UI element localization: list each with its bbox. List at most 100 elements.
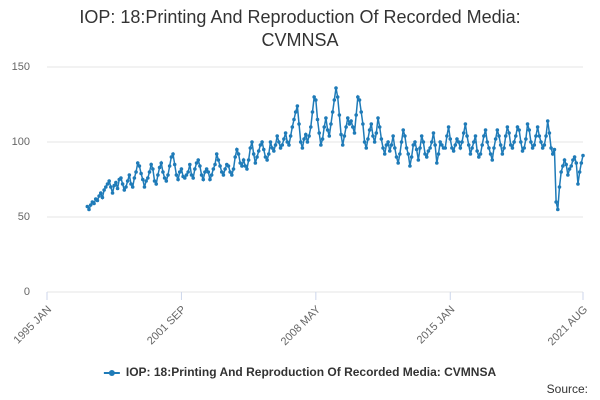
point xyxy=(246,158,251,162)
point xyxy=(566,173,570,177)
point xyxy=(419,134,424,138)
point xyxy=(423,152,427,156)
chart-title: IOP: 18:Printing And Reproduction Of Rec… xyxy=(79,7,521,50)
point xyxy=(577,170,582,174)
point xyxy=(579,161,584,165)
x-tick-label: 2001 SEP xyxy=(145,304,189,348)
point xyxy=(308,125,313,129)
point xyxy=(581,153,585,158)
point xyxy=(191,176,195,180)
point xyxy=(105,182,110,186)
point xyxy=(319,143,323,147)
point xyxy=(540,146,545,150)
point xyxy=(564,162,568,167)
point xyxy=(342,134,347,138)
point xyxy=(406,152,411,156)
point xyxy=(213,162,217,167)
point xyxy=(542,143,547,147)
point xyxy=(122,188,127,192)
point xyxy=(164,179,169,183)
point xyxy=(307,134,311,138)
point xyxy=(367,128,372,132)
point xyxy=(361,122,365,126)
point xyxy=(206,170,211,174)
point xyxy=(292,117,296,122)
point xyxy=(413,140,417,144)
point xyxy=(535,125,540,129)
point xyxy=(345,116,350,120)
point xyxy=(221,173,226,177)
point xyxy=(219,170,224,174)
point xyxy=(329,122,333,126)
point xyxy=(403,134,407,138)
point xyxy=(349,119,353,123)
point xyxy=(188,162,192,167)
point xyxy=(85,204,90,209)
point xyxy=(139,171,143,176)
point xyxy=(179,167,184,171)
point xyxy=(377,125,382,129)
point xyxy=(522,146,526,150)
point xyxy=(230,173,234,177)
point xyxy=(334,86,338,90)
point xyxy=(339,132,343,137)
point xyxy=(253,161,258,165)
point xyxy=(455,137,459,141)
point xyxy=(498,143,503,147)
point xyxy=(228,170,232,174)
point xyxy=(177,170,182,174)
point xyxy=(149,162,153,167)
point xyxy=(266,152,271,156)
point xyxy=(327,134,332,138)
point xyxy=(265,158,269,162)
point xyxy=(435,161,439,165)
point xyxy=(475,149,479,153)
point xyxy=(545,119,550,123)
point xyxy=(409,155,414,159)
point xyxy=(152,179,157,183)
point xyxy=(337,113,342,117)
point xyxy=(211,167,216,171)
point xyxy=(424,155,429,159)
point xyxy=(186,170,190,174)
point xyxy=(238,161,243,165)
point xyxy=(463,122,468,126)
point xyxy=(366,137,370,141)
point xyxy=(233,155,237,159)
point xyxy=(325,128,330,132)
point xyxy=(576,182,580,186)
series-line xyxy=(86,87,584,212)
point xyxy=(431,131,436,135)
point xyxy=(451,149,456,153)
point xyxy=(453,143,458,147)
point xyxy=(112,183,117,188)
point xyxy=(305,140,310,144)
point xyxy=(456,140,461,144)
point xyxy=(261,147,266,152)
point xyxy=(263,155,268,159)
point xyxy=(140,177,145,182)
point xyxy=(416,158,421,162)
point xyxy=(204,167,209,171)
point xyxy=(544,134,548,138)
point xyxy=(320,137,325,141)
point xyxy=(552,147,557,152)
point xyxy=(473,134,478,138)
point xyxy=(495,128,500,132)
point xyxy=(317,131,322,135)
point xyxy=(102,188,106,192)
x-tick-label: 2021 AUG xyxy=(546,304,590,348)
point xyxy=(166,173,170,177)
point xyxy=(493,137,498,141)
point xyxy=(510,146,515,150)
point xyxy=(539,140,543,144)
point xyxy=(283,131,288,135)
point xyxy=(245,167,249,171)
point xyxy=(532,143,537,147)
x-tick-label: 2015 JAN xyxy=(415,304,458,347)
point xyxy=(354,113,358,117)
point xyxy=(226,164,231,168)
point xyxy=(436,152,441,156)
point xyxy=(172,162,177,167)
